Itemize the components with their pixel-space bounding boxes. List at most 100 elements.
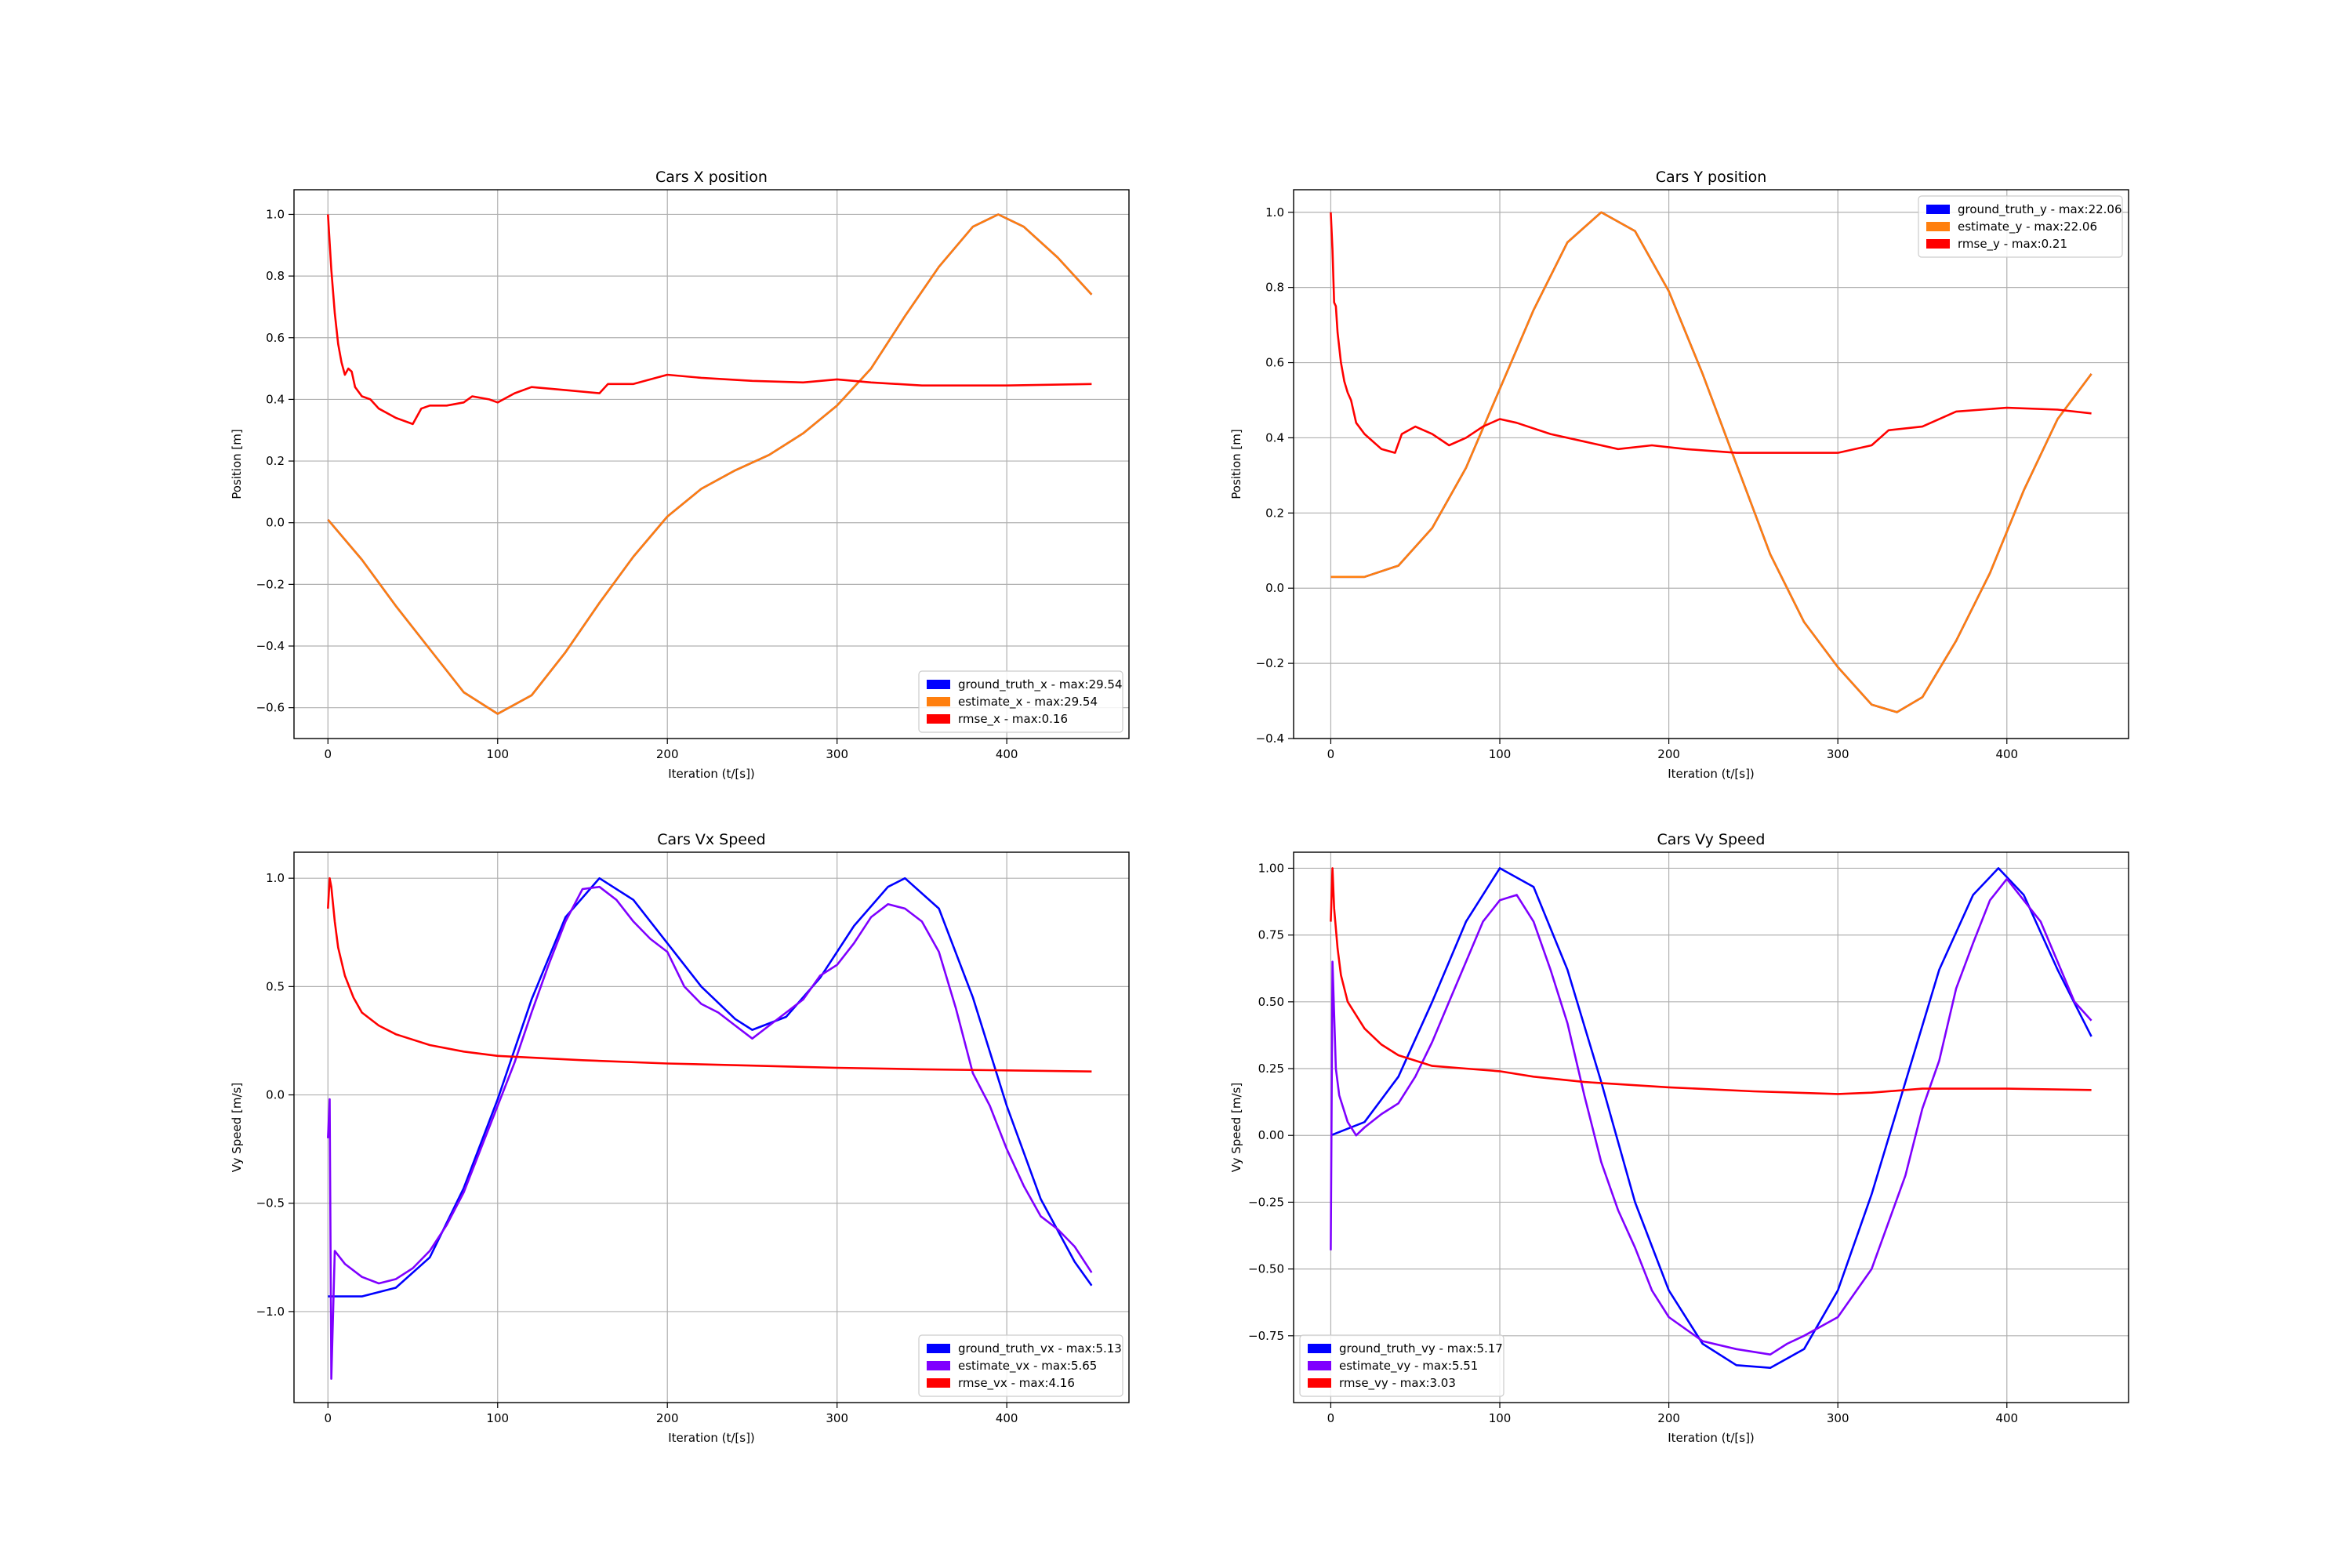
legend-entry: rmse_vx - max:4.16: [958, 1376, 1075, 1391]
x-tick-label: 300: [826, 747, 848, 761]
x-tick-label: 200: [656, 1411, 679, 1425]
y-tick-label: 1.0: [266, 871, 285, 885]
x-tick-label: 100: [1489, 1411, 1512, 1425]
x-tick-label: 300: [1827, 1411, 1849, 1425]
y-axis-label: Position [m]: [230, 429, 244, 499]
x-axis-label: Iteration (t/[s]): [668, 1431, 755, 1445]
legend-entry: estimate_x - max:29.54: [958, 695, 1098, 710]
series-line: [1330, 877, 2092, 1356]
x-tick-label: 0: [1327, 1411, 1335, 1425]
y-tick-label: 0.6: [266, 331, 285, 345]
legend-swatch: [1308, 1361, 1331, 1370]
legend-entry: ground_truth_y - max:22.06: [1958, 202, 2122, 217]
series-line: [1330, 212, 2092, 454]
legend-box: [1918, 195, 2123, 258]
y-tick-label: 0.4: [266, 392, 285, 406]
y-tick-label: −1.0: [256, 1305, 285, 1319]
series-line: [1330, 867, 2092, 1095]
legend-swatch: [1308, 1378, 1331, 1388]
y-tick-label: 0.5: [266, 979, 285, 993]
x-tick-label: 100: [486, 1411, 509, 1425]
legend-box: [918, 670, 1123, 733]
legend-entry: estimate_y - max:22.06: [1958, 220, 2097, 234]
y-tick-label: 1.0: [1265, 205, 1284, 220]
x-tick-label: 100: [486, 747, 509, 761]
y-tick-label: −0.4: [1256, 731, 1284, 746]
series-line: [1330, 867, 2092, 1369]
y-axis-label: Position [m]: [1229, 429, 1243, 499]
x-tick-label: 300: [1827, 747, 1849, 761]
y-tick-label: 0.8: [1265, 281, 1284, 295]
x-axis-label: Iteration (t/[s]): [1668, 767, 1755, 781]
legend-swatch: [927, 697, 950, 706]
series-line: [327, 214, 1092, 426]
plot-frame: [1293, 851, 2129, 1403]
x-tick-label: 200: [656, 747, 679, 761]
legend-entry: rmse_vy - max:3.03: [1339, 1376, 1456, 1391]
x-tick-label: 400: [996, 1411, 1018, 1425]
y-tick-label: 0.2: [1265, 506, 1284, 520]
x-tick-label: 400: [1995, 1411, 2018, 1425]
x-tick-label: 100: [1489, 747, 1512, 761]
legend-swatch: [1926, 205, 1950, 214]
y-tick-label: −0.6: [256, 701, 285, 715]
y-tick-label: 0.50: [1258, 995, 1284, 1009]
y-tick-label: 0.0: [266, 516, 285, 530]
chart-title: Cars Y position: [1656, 169, 1767, 186]
chart-title: Cars Vy Speed: [1657, 831, 1766, 848]
x-tick-label: 200: [1657, 1411, 1680, 1425]
y-tick-label: −0.75: [1248, 1329, 1284, 1343]
series-line: [327, 213, 1093, 715]
legend-swatch: [927, 714, 950, 724]
legend: ground_truth_vy - max:5.17 estimate_vy - …: [1299, 1334, 1504, 1397]
y-tick-label: 0.75: [1258, 928, 1284, 942]
x-tick-label: 400: [1995, 747, 2018, 761]
y-tick-label: −0.5: [256, 1196, 285, 1210]
y-tick-label: 0.2: [266, 454, 285, 468]
y-tick-label: −0.2: [256, 577, 285, 591]
legend-swatch: [927, 680, 950, 689]
y-tick-label: −0.2: [1256, 656, 1284, 670]
legend-entry: ground_truth_vx - max:5.13: [958, 1341, 1122, 1356]
chart-panel: 0 100 200 300 400 −1.0 −0.5 0.0 0.5 1.0 Cars Vx Sp…: [230, 831, 1130, 1445]
plot-frame: [1293, 189, 2129, 739]
x-tick-label: 0: [325, 747, 332, 761]
legend-entry: rmse_y - max:0.21: [1958, 237, 2067, 252]
chart-panel: 0 100 200 300 400 −0.4 −0.2 0.0 0.2 0.4 0.6 0.8 1.0 C…: [1229, 169, 2129, 781]
y-axis-label: Vy Speed [m/s]: [230, 1083, 244, 1172]
y-tick-label: 0.4: [1265, 430, 1284, 445]
x-tick-label: 400: [996, 747, 1018, 761]
legend-swatch: [1926, 239, 1950, 249]
y-tick-label: −0.25: [1248, 1195, 1284, 1209]
y-tick-label: 1.00: [1258, 861, 1284, 875]
series-line: [327, 877, 1092, 1073]
chart-title: Cars X position: [655, 169, 768, 186]
legend-swatch: [1926, 222, 1950, 231]
legend: ground_truth_y - max:22.06 estimate_y - m…: [1918, 195, 2123, 258]
x-tick-label: 0: [325, 1411, 332, 1425]
legend-entry: ground_truth_x - max:29.54: [958, 677, 1123, 692]
chart-panel: 0 100 200 300 400 −0.75 −0.50 −0.25 0.00 0.25 0.50…: [1229, 831, 2129, 1445]
x-axis-label: Iteration (t/[s]): [668, 767, 755, 781]
x-axis-label: Iteration (t/[s]): [1668, 1431, 1755, 1445]
plot-frame: [293, 189, 1130, 739]
y-tick-label: 0.00: [1258, 1128, 1284, 1142]
legend-box: [1299, 1334, 1504, 1397]
legend-swatch: [927, 1344, 950, 1353]
y-tick-label: −0.50: [1248, 1262, 1284, 1276]
chart-title: Cars Vx Speed: [657, 831, 766, 848]
x-tick-label: 200: [1657, 747, 1680, 761]
legend: ground_truth_x - max:29.54 estimate_x - m…: [918, 670, 1123, 733]
y-axis-label: Vy Speed [m/s]: [1229, 1083, 1243, 1172]
y-tick-label: 0.0: [1265, 581, 1284, 595]
legend-swatch: [927, 1378, 950, 1388]
x-tick-label: 300: [826, 1411, 848, 1425]
x-tick-label: 0: [1327, 747, 1335, 761]
legend-swatch: [927, 1361, 950, 1370]
legend-box: [918, 1334, 1123, 1397]
legend-entry: rmse_x - max:0.16: [958, 712, 1068, 727]
y-tick-label: 0.25: [1258, 1062, 1284, 1076]
y-tick-label: 0.8: [266, 269, 285, 283]
plot-frame: [293, 851, 1130, 1403]
